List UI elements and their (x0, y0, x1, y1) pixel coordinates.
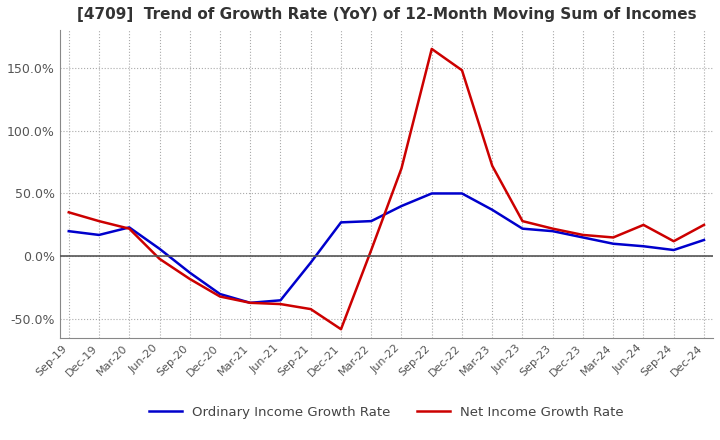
Ordinary Income Growth Rate (488, 207, 497, 213)
Ordinary Income Growth Rate (639, 244, 648, 249)
Ordinary Income Growth Rate (428, 191, 436, 196)
Ordinary Income Growth Rate (397, 203, 406, 209)
Ordinary Income Growth Rate (549, 228, 557, 234)
Line: Net Income Growth Rate: Net Income Growth Rate (68, 49, 704, 329)
Title: [4709]  Trend of Growth Rate (YoY) of 12-Month Moving Sum of Incomes: [4709] Trend of Growth Rate (YoY) of 12-… (76, 7, 696, 22)
Net Income Growth Rate (64, 210, 73, 215)
Net Income Growth Rate (670, 238, 678, 244)
Ordinary Income Growth Rate (579, 235, 588, 240)
Net Income Growth Rate (488, 163, 497, 169)
Net Income Growth Rate (216, 294, 225, 299)
Net Income Growth Rate (337, 326, 346, 332)
Ordinary Income Growth Rate (156, 246, 164, 251)
Ordinary Income Growth Rate (186, 270, 194, 275)
Net Income Growth Rate (639, 222, 648, 227)
Net Income Growth Rate (307, 307, 315, 312)
Ordinary Income Growth Rate (609, 241, 618, 246)
Ordinary Income Growth Rate (700, 237, 708, 242)
Ordinary Income Growth Rate (125, 225, 134, 230)
Net Income Growth Rate (397, 166, 406, 171)
Net Income Growth Rate (609, 235, 618, 240)
Net Income Growth Rate (518, 219, 527, 224)
Ordinary Income Growth Rate (276, 298, 285, 303)
Ordinary Income Growth Rate (216, 291, 225, 297)
Net Income Growth Rate (156, 256, 164, 261)
Ordinary Income Growth Rate (458, 191, 467, 196)
Net Income Growth Rate (458, 68, 467, 73)
Net Income Growth Rate (95, 219, 104, 224)
Net Income Growth Rate (367, 247, 376, 253)
Net Income Growth Rate (700, 222, 708, 227)
Ordinary Income Growth Rate (246, 300, 255, 305)
Ordinary Income Growth Rate (367, 219, 376, 224)
Net Income Growth Rate (246, 300, 255, 305)
Ordinary Income Growth Rate (307, 260, 315, 265)
Net Income Growth Rate (125, 226, 134, 231)
Ordinary Income Growth Rate (95, 232, 104, 238)
Ordinary Income Growth Rate (518, 226, 527, 231)
Ordinary Income Growth Rate (670, 247, 678, 253)
Net Income Growth Rate (549, 226, 557, 231)
Net Income Growth Rate (276, 301, 285, 307)
Ordinary Income Growth Rate (337, 220, 346, 225)
Net Income Growth Rate (186, 276, 194, 282)
Net Income Growth Rate (428, 46, 436, 51)
Line: Ordinary Income Growth Rate: Ordinary Income Growth Rate (68, 194, 704, 303)
Net Income Growth Rate (579, 232, 588, 238)
Legend: Ordinary Income Growth Rate, Net Income Growth Rate: Ordinary Income Growth Rate, Net Income … (143, 400, 629, 424)
Ordinary Income Growth Rate (64, 228, 73, 234)
